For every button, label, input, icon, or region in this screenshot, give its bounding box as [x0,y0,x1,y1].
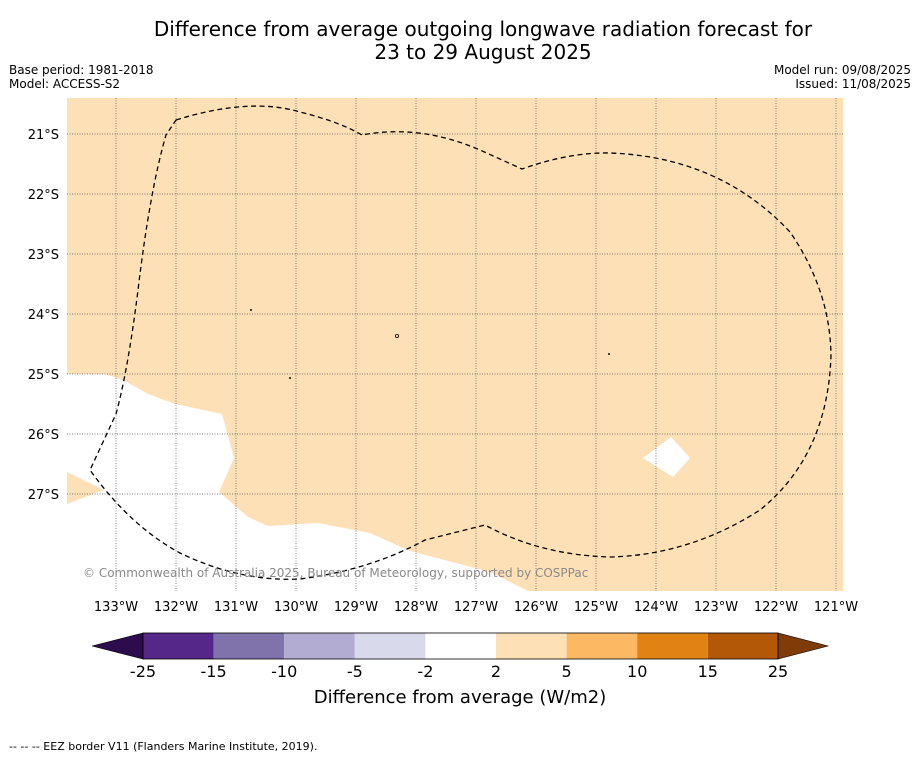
colorbar-tick: -2 [417,662,433,681]
lon-label: 127°W [454,600,498,615]
meta-left: Base period: 1981-2018 Model: ACCESS-S2 [9,63,154,91]
colorbar-segment [425,633,496,659]
lon-label: 132°W [154,600,198,615]
latitude-labels: 21°S 22°S 23°S 24°S 25°S 26°S 27°S [28,128,59,503]
model-name: Model: ACCESS-S2 [9,77,121,91]
lat-label: 22°S [28,188,59,203]
colorbar-segment [707,633,778,659]
colorbar-high-extension [777,632,830,660]
islands [249,308,611,379]
colorbar-tick: 10 [627,662,647,681]
issued-date: Issued: 11/08/2025 [795,77,911,91]
lon-label: 126°W [514,600,558,615]
lon-label: 121°W [814,600,858,615]
map-title: Difference from average outgoing longwav… [0,18,919,64]
lon-label: 133°W [94,600,138,615]
lat-label: 27°S [28,488,59,503]
title-line-1: Difference from average outgoing longwav… [153,17,813,41]
lon-label: 122°W [754,600,798,615]
lon-label: 131°W [214,600,258,615]
lon-label: 123°W [694,600,738,615]
colorbar-tick: -15 [201,662,227,681]
lat-label: 23°S [28,248,59,263]
model-run: Model run: 09/08/2025 [773,63,911,77]
lon-label: 124°W [634,600,678,615]
colorbar-segment [284,633,355,659]
colorbar-segment [566,633,638,659]
longitude-labels: 133°W 132°W 131°W 130°W 129°W 128°W 127°… [94,600,858,615]
lon-label: 128°W [394,600,438,615]
title-line-2: 23 to 29 August 2025 [374,40,592,64]
lat-label: 25°S [28,368,59,383]
colorbar-outline [142,632,779,660]
colorbar-title: Difference from average (W/m2) [314,687,606,708]
colorbar-low-extension [91,632,144,660]
lat-label: 24°S [28,308,59,323]
colorbar-tick: 2 [491,662,501,681]
grid-lines [67,98,843,591]
neutral-region-east [643,437,690,477]
colorbar: -25 -15 -10 -5 -2 2 5 10 15 25 Differenc… [91,632,830,708]
colorbar-segment [354,633,426,659]
colorbar-segment [213,633,285,659]
eez-legend-note: -- -- -- EEZ border V11 (Flanders Marine… [9,740,318,753]
copyright-text: © Commonwealth of Australia 2025, Bureau… [83,566,588,580]
meta-right: Model run: 09/08/2025 Issued: 11/08/2025 [774,63,911,91]
lon-label: 125°W [574,600,618,615]
lat-label: 26°S [28,428,59,443]
neutral-region-southwest [67,374,528,591]
lon-label: 129°W [334,600,378,615]
colorbar-segment [143,633,214,659]
lat-label: 21°S [28,128,59,143]
map-area [67,98,843,591]
colorbar-segment [496,633,567,659]
colorbar-tick: -25 [130,662,156,681]
base-period: Base period: 1981-2018 [9,63,154,77]
colorbar-tick: 15 [698,662,718,681]
eez-border [89,105,832,580]
colorbar-tick: -5 [347,662,363,681]
colorbar-tick: 5 [562,662,572,681]
colorbar-tick: -10 [271,662,297,681]
colorbar-segment [637,633,708,659]
colorbar-tick: 25 [768,662,788,681]
lon-label: 130°W [274,600,318,615]
